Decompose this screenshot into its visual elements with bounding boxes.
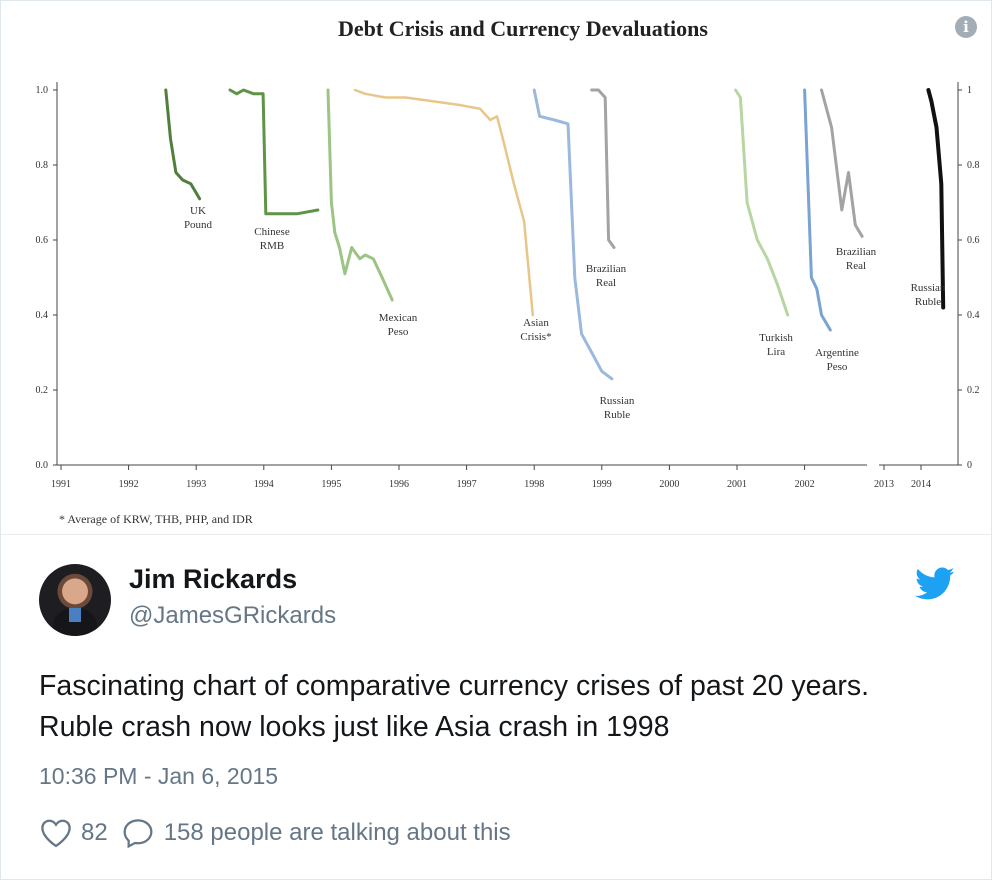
series-line — [734, 88, 790, 317]
twitter-bird-icon[interactable] — [915, 567, 955, 601]
series-label: Turkish — [759, 332, 793, 344]
info-icon[interactable]: i — [955, 16, 977, 38]
x-tick-label: 2013 — [874, 479, 894, 490]
series-line — [326, 88, 394, 302]
series-label: Mexican — [379, 312, 418, 324]
series-label: Ruble — [604, 409, 630, 421]
x-tick-label: 2000 — [659, 479, 679, 490]
y-tick-label-right: 0.6 — [967, 235, 980, 246]
y-tick-label-right: 0 — [967, 460, 972, 471]
y-tick-label-right: 1 — [967, 85, 972, 96]
currency-chart: Debt Crisis and Currency Devaluations 0.… — [36, 16, 980, 526]
series-line — [228, 88, 320, 216]
series-label: Real — [846, 260, 866, 272]
series-label: Asian — [523, 317, 549, 329]
series-label: Peso — [388, 326, 409, 338]
y-tick-label-left: 0.0 — [36, 460, 49, 471]
talking-about-text[interactable]: 158 people are talking about this — [163, 819, 511, 846]
chart-axes: 0.0 0.2 0.4 0.6 0.8 1.0 0 0.2 0.4 0.6 0.8 1 1991 1992… — [36, 82, 980, 490]
series-line — [926, 88, 946, 310]
x-tick-label: 2014 — [911, 479, 931, 490]
x-tick-label: 1992 — [119, 479, 139, 490]
series-label: UK — [190, 205, 206, 217]
tweet-timestamp[interactable]: 10:36 PM - Jan 6, 2015 — [39, 763, 279, 789]
x-tick-label: 1997 — [457, 479, 477, 490]
tweet-text: Fascinating chart of comparative currenc… — [39, 670, 870, 743]
y-tick-label-left: 0.4 — [36, 310, 49, 321]
y-tick-label-left: 0.6 — [36, 235, 49, 246]
like-count[interactable]: 82 — [81, 819, 108, 846]
author-handle[interactable]: @JamesGRickards — [129, 602, 337, 629]
y-tick-label-left: 0.2 — [36, 385, 49, 396]
x-tick-label: 2001 — [727, 479, 747, 490]
x-tick-label: 1991 — [51, 479, 71, 490]
avatar[interactable] — [39, 564, 111, 636]
y-tick-label-left: 0.8 — [36, 160, 49, 171]
series-label: Real — [596, 277, 616, 289]
x-tick-label: 1995 — [321, 479, 341, 490]
x-tick-label: 1999 — [592, 479, 612, 490]
chart-image[interactable]: Debt Crisis and Currency Devaluations 0.… — [1, 1, 991, 535]
series-line — [164, 88, 202, 201]
series-label: Chinese — [254, 226, 290, 238]
x-tick-label: 2002 — [795, 479, 815, 490]
series-label: Pound — [184, 219, 213, 231]
series-label: Brazilian — [586, 263, 627, 275]
x-tick-label: 1998 — [524, 479, 544, 490]
speech-bubble-icon[interactable] — [122, 817, 154, 849]
series-line — [803, 88, 832, 332]
x-tick-label: 1996 — [389, 479, 409, 490]
chart-series-layer — [164, 88, 946, 381]
y-tick-label-left: 1.0 — [36, 85, 49, 96]
x-tick-label: 1994 — [254, 479, 274, 490]
series-label: Russian — [911, 282, 946, 294]
series-label: Brazilian — [836, 246, 877, 258]
series-label: RMB — [260, 240, 284, 252]
heart-icon[interactable] — [39, 818, 73, 848]
series-line — [820, 88, 864, 238]
y-tick-label-right: 0.4 — [967, 310, 980, 321]
chart-label-layer: UK Pound Chinese RMB Mexican Peso Asian Crisis*… — [184, 205, 946, 421]
series-label: Lira — [767, 346, 785, 358]
tweet-actions: 82 158 people are talking about this — [39, 816, 511, 850]
series-line — [590, 88, 616, 249]
chart-footnote: * Average of KRW, THB, PHP, and IDR — [59, 512, 253, 526]
x-tick-label: 1993 — [186, 479, 206, 490]
series-label: Russian — [600, 395, 635, 407]
series-label: Argentine — [815, 347, 859, 359]
chart-title: Debt Crisis and Currency Devaluations — [338, 16, 708, 41]
author-name[interactable]: Jim Rickards — [129, 564, 298, 594]
series-label: Ruble — [915, 296, 941, 308]
series-label: Crisis* — [520, 331, 551, 343]
series-line — [532, 88, 614, 381]
y-tick-label-right: 0.8 — [967, 160, 980, 171]
series-label: Peso — [827, 361, 848, 373]
y-tick-label-right: 0.2 — [967, 385, 980, 396]
series-line — [353, 88, 535, 317]
